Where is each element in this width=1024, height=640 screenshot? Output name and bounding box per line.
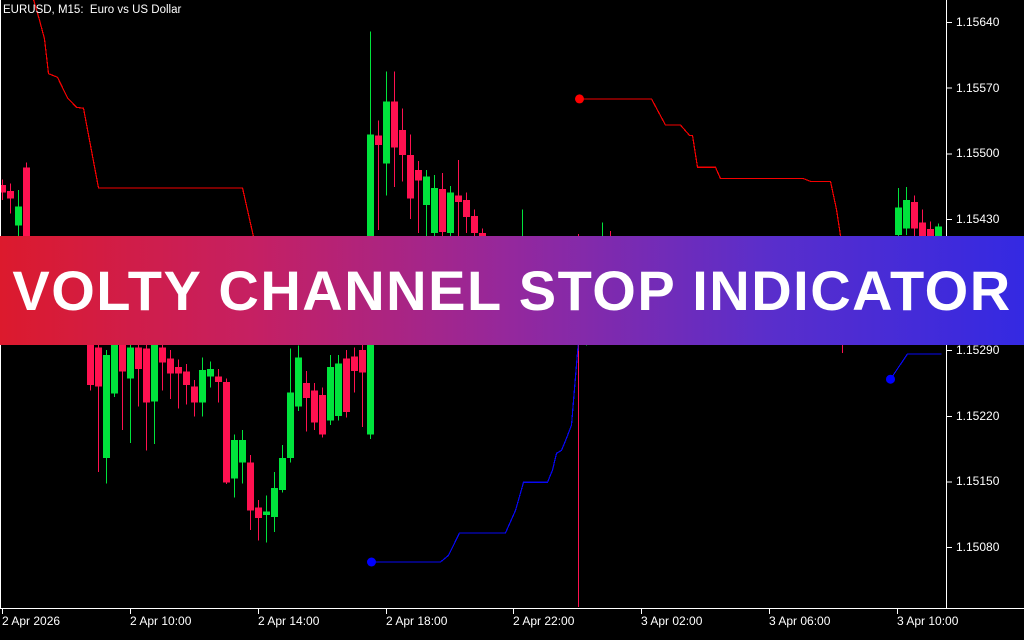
candle-body	[95, 347, 102, 387]
candle-body	[423, 176, 430, 205]
volty-lower-stop-line	[890, 353, 942, 380]
candle-body	[415, 170, 422, 181]
volty-upper-stop-line	[579, 98, 843, 243]
time-label: 2 Apr 10:00	[130, 614, 192, 628]
candle-body	[919, 222, 926, 244]
candle-body	[431, 187, 438, 233]
volty-lower-stop-dot	[886, 374, 895, 384]
candle-body	[159, 347, 166, 363]
candle-body	[351, 356, 358, 371]
candle-body	[327, 367, 334, 421]
candle-body	[903, 200, 910, 229]
time-label: 2 Apr 22:00	[513, 614, 575, 628]
price-label: 1.15640	[956, 15, 1000, 29]
candle-body	[407, 155, 414, 199]
candle-body	[279, 457, 286, 490]
candle-body	[87, 331, 94, 385]
price-label: 1.15290	[956, 343, 1000, 358]
candle-body	[295, 357, 302, 407]
candle-body	[391, 101, 398, 148]
price-label: 1.15500	[956, 146, 1000, 161]
candle-body	[319, 395, 326, 435]
time-label: 2 Apr 2026	[2, 614, 61, 628]
candle-body	[255, 507, 262, 518]
candle-body	[271, 487, 278, 517]
candle-body	[375, 135, 382, 145]
candle-body	[239, 440, 246, 463]
candle-body	[151, 341, 158, 402]
price-label: 1.15080	[956, 540, 1000, 554]
candle-body	[311, 390, 318, 423]
candle-body	[15, 206, 22, 226]
candle-body	[447, 192, 454, 233]
candle-body	[119, 342, 126, 372]
candle-body	[191, 386, 198, 403]
volty-upper-stop-dot	[575, 94, 584, 104]
time-label: 3 Apr 06:00	[769, 614, 831, 628]
candle-body	[7, 190, 14, 199]
price-label: 1.15570	[956, 80, 1000, 95]
price-label: 1.15150	[956, 474, 1000, 489]
candle-body	[303, 382, 310, 398]
candle-body	[399, 129, 406, 156]
candle-body	[343, 358, 350, 412]
time-label: 3 Apr 10:00	[897, 614, 959, 628]
candle-body	[287, 392, 294, 458]
promo-banner: VOLTY CHANNEL STOP INDICATOR	[0, 236, 1024, 345]
candle-body	[175, 367, 182, 374]
candle-body	[103, 354, 110, 458]
candle-body	[439, 188, 446, 232]
volty-upper-stop-line	[33, 0, 371, 304]
candle-body	[167, 358, 174, 374]
candle-body	[359, 350, 366, 373]
candle-body	[247, 462, 254, 511]
candle-body	[215, 376, 222, 382]
candle-body	[0, 185, 6, 193]
candle-body	[135, 347, 142, 369]
candle-body	[199, 369, 206, 403]
candle-body	[455, 195, 462, 202]
time-label: 3 Apr 02:00	[641, 614, 703, 628]
candle-body	[911, 202, 918, 229]
candle-body	[463, 200, 470, 217]
candle-body	[895, 207, 902, 235]
candle-body	[183, 371, 190, 385]
price-label: 1.15430	[956, 211, 1000, 226]
candle-body	[127, 347, 134, 379]
candle-body	[111, 341, 118, 394]
price-label: 1.15220	[956, 408, 1000, 423]
candle-body	[143, 348, 150, 403]
time-label: 2 Apr 18:00	[386, 614, 448, 628]
volty-lower-stop-line	[371, 340, 580, 563]
candle-body	[223, 382, 230, 483]
banner-title: VOLTY CHANNEL STOP INDICATOR	[12, 259, 1012, 322]
candle-body	[263, 511, 270, 516]
time-label: 2 Apr 14:00	[258, 614, 320, 628]
candle-body	[471, 216, 478, 233]
candle-body	[335, 363, 342, 416]
candle-body	[231, 440, 238, 479]
candle-body	[383, 101, 390, 164]
candle-body	[23, 167, 30, 246]
candle-body	[207, 368, 214, 377]
volty-lower-stop-dot	[367, 557, 376, 567]
symbol-label: EURUSD, M15: Euro vs US Dollar	[3, 4, 182, 16]
